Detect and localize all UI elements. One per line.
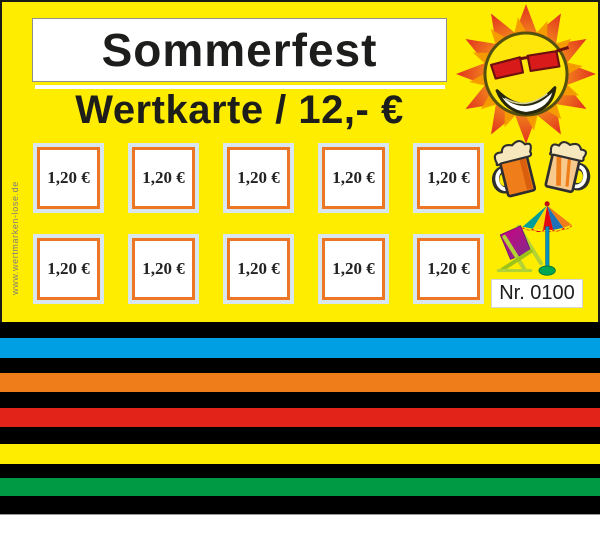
stripe (0, 322, 600, 338)
voucher-frame: 1,20 € (37, 147, 100, 209)
card-subtitle: Wertkarte / 12,- € (75, 88, 404, 132)
stripe (0, 496, 600, 514)
voucher-frame: 1,20 € (37, 238, 100, 300)
stripe (0, 358, 600, 373)
card-front: Sommerfest Wertkarte / 12,- € www.wertma… (0, 0, 600, 322)
voucher-cell: 1,20 € (128, 234, 199, 304)
sun-with-sunglasses-icon (456, 4, 596, 144)
color-stripe-band (0, 322, 600, 534)
voucher-value: 1,20 € (427, 168, 470, 187)
voucher-frame: 1,20 € (417, 147, 480, 209)
voucher-frame: 1,20 € (417, 238, 480, 300)
voucher-value: 1,20 € (47, 259, 90, 278)
title-box: Sommerfest (32, 18, 447, 82)
stripe (0, 427, 600, 444)
stripe (0, 444, 600, 464)
voucher-cell: 1,20 € (413, 234, 484, 304)
voucher-frame: 1,20 € (322, 147, 385, 209)
voucher-frame: 1,20 € (227, 147, 290, 209)
voucher-grid: 1,20 € 1,20 € 1,20 € 1,20 € 1,20 € 1,20 € 1,20… (33, 143, 484, 304)
beach-umbrella-and-deckchair-icon (496, 201, 572, 276)
voucher-cell: 1,20 € (318, 143, 389, 213)
card-title: Sommerfest (101, 24, 378, 76)
voucher-cell: 1,20 € (223, 143, 294, 213)
voucher-cell: 1,20 € (33, 143, 104, 213)
stripe (0, 392, 600, 408)
voucher-cell: 1,20 € (128, 143, 199, 213)
voucher-value: 1,20 € (142, 168, 185, 187)
voucher-value: 1,20 € (47, 168, 90, 187)
voucher-frame: 1,20 € (132, 238, 195, 300)
clinking-beer-mugs-icon (492, 139, 591, 198)
voucher-frame: 1,20 € (322, 238, 385, 300)
voucher-cell: 1,20 € (223, 234, 294, 304)
voucher-value: 1,20 € (142, 259, 185, 278)
serial-number-box: Nr. 0100 (491, 279, 583, 308)
serial-number: Nr. 0100 (499, 282, 575, 304)
voucher-value: 1,20 € (332, 259, 375, 278)
voucher-value: 1,20 € (427, 259, 470, 278)
stripe (0, 338, 600, 358)
title-underline (35, 85, 445, 89)
voucher-value: 1,20 € (237, 259, 280, 278)
voucher-cell: 1,20 € (33, 234, 104, 304)
website-url: www.wertmarken-lose.de (10, 181, 20, 295)
voucher-value: 1,20 € (332, 168, 375, 187)
stripe (0, 464, 600, 478)
stripe (0, 373, 600, 392)
voucher-cell: 1,20 € (318, 234, 389, 304)
voucher-cell: 1,20 € (413, 143, 484, 213)
voucher-frame: 1,20 € (227, 238, 290, 300)
voucher-frame: 1,20 € (132, 147, 195, 209)
voucher-value: 1,20 € (237, 168, 280, 187)
stripe (0, 408, 600, 427)
stripe (0, 514, 600, 534)
stripe (0, 478, 600, 496)
